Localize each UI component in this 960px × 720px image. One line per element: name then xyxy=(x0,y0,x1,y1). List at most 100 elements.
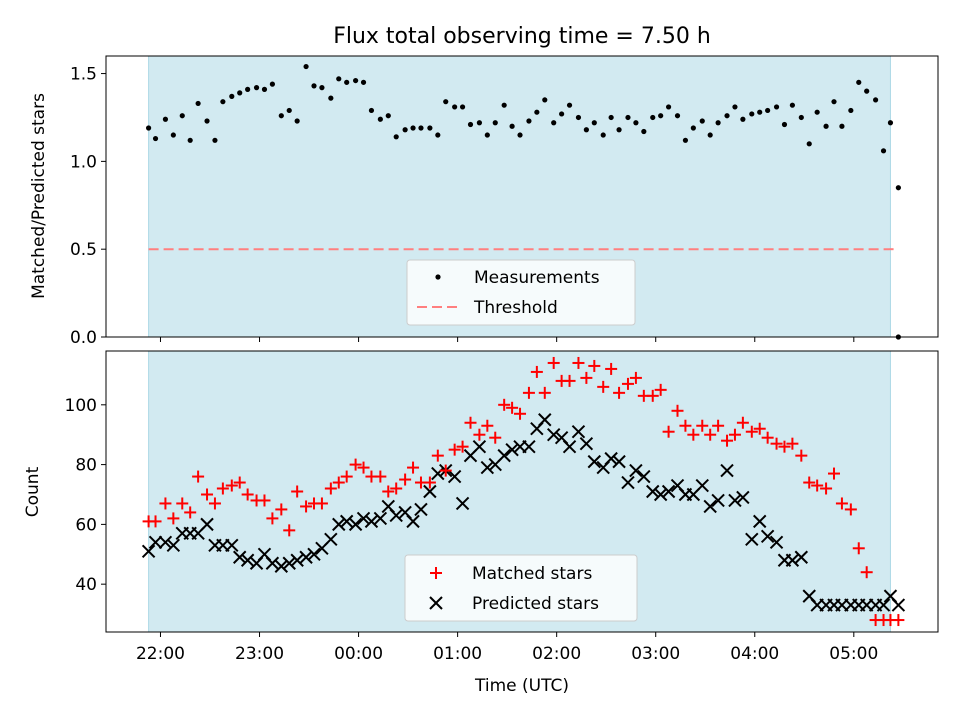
predicted-star-point xyxy=(562,439,577,454)
measurement-point xyxy=(368,107,375,114)
matched-star-point xyxy=(201,488,214,501)
measurement-point xyxy=(360,79,367,85)
predicted-star-point xyxy=(695,478,709,493)
matched-star-point xyxy=(687,428,700,441)
measurement-point xyxy=(806,141,812,147)
matched-star-point xyxy=(835,497,848,510)
measurement-point xyxy=(559,111,565,117)
matched-star-point xyxy=(712,419,725,432)
matched-star-point xyxy=(498,398,511,411)
matched-star-point xyxy=(315,497,328,510)
predicted-star-point xyxy=(571,425,586,439)
matched-star-point xyxy=(597,380,610,393)
top-y-tick-label: 1.0 xyxy=(70,152,97,172)
legend-measurements-label: Measurements xyxy=(474,268,600,288)
matched-star-point xyxy=(176,497,189,510)
top-y-label: Matched/Predicted stars xyxy=(29,93,49,299)
predicted-star-point xyxy=(769,535,784,550)
predicted-star-point xyxy=(148,535,163,550)
measurement-point xyxy=(534,109,540,115)
bottom-x-axis: 22:00 23:00 00:00 01:00 02:00 03:00 04:00 05:00 xyxy=(136,632,878,664)
predicted-star-point xyxy=(612,454,626,469)
matched-star-point xyxy=(349,458,362,471)
matched-star-point xyxy=(266,512,279,525)
measurement-point xyxy=(162,116,169,122)
predicted-star-point xyxy=(629,463,643,478)
matched-star-point xyxy=(563,374,576,387)
matched-star-point xyxy=(324,482,337,495)
measurement-point xyxy=(895,185,901,191)
matched-star-point xyxy=(892,614,905,627)
predicted-star-point xyxy=(472,439,487,454)
predicted-star-point xyxy=(414,502,428,517)
bottom-y-tick-label: 80 xyxy=(75,456,97,476)
matched-star-point xyxy=(374,470,387,483)
measurement-point xyxy=(303,63,309,70)
measurement-point xyxy=(435,132,441,138)
predicted-star-point xyxy=(274,559,289,573)
predicted-star-point xyxy=(158,535,173,550)
matched-star-point xyxy=(844,503,857,516)
matched-star-point xyxy=(646,389,659,402)
measurement-point xyxy=(690,125,696,131)
predicted-star-point xyxy=(653,487,668,502)
measurement-point xyxy=(641,128,647,135)
matched-star-point xyxy=(390,482,403,495)
measurement-point xyxy=(195,100,201,107)
measurement-point xyxy=(765,107,771,114)
measurement-point xyxy=(410,125,416,131)
measurement-point xyxy=(749,111,755,117)
matched-star-point xyxy=(745,425,758,438)
predicted-star-point xyxy=(364,514,379,529)
measurement-point xyxy=(377,116,383,122)
predicted-star-point xyxy=(505,442,519,457)
measurement-point xyxy=(517,132,523,138)
matched-star-point xyxy=(473,428,486,441)
matched-star-point xyxy=(522,386,535,399)
measurement-point xyxy=(459,104,466,110)
measurement-point xyxy=(170,132,176,138)
matched-star-point xyxy=(159,497,172,510)
matched-star-point xyxy=(149,515,162,528)
measurement-point xyxy=(757,109,763,115)
measurement-point xyxy=(179,113,185,119)
measurement-point xyxy=(732,104,738,110)
predicted-star-point xyxy=(579,436,594,451)
predicted-star-point xyxy=(166,538,181,553)
bottom-y-label: Count xyxy=(23,466,43,517)
predicted-star-point xyxy=(711,493,725,508)
predicted-star-point xyxy=(356,511,371,526)
measurement-point xyxy=(427,125,433,131)
measurement-point xyxy=(492,120,498,126)
bottom-legend-box xyxy=(404,554,638,622)
measurement-point xyxy=(781,121,788,128)
matched-star-point xyxy=(860,566,873,579)
matched-star-point xyxy=(761,431,774,444)
bottom-y-tick-label: 100 xyxy=(65,396,97,416)
predicted-star-point xyxy=(745,532,759,547)
bottom-x-tick-label: 00:00 xyxy=(334,644,383,664)
measurement-point xyxy=(526,118,532,124)
measurement-point xyxy=(699,118,705,124)
measurement-point xyxy=(831,99,837,105)
measurement-point xyxy=(542,97,548,103)
measurement-point xyxy=(501,102,507,108)
matched-star-point xyxy=(704,428,717,441)
matched-star-point xyxy=(275,503,288,516)
predicted-star-point xyxy=(720,463,734,478)
measurement-point xyxy=(385,113,391,119)
measurement-point xyxy=(509,123,515,129)
matched-star-point xyxy=(795,449,808,462)
predicted-star-point xyxy=(299,550,313,564)
measurement-point xyxy=(633,120,639,126)
measurement-point xyxy=(245,86,251,92)
measurement-point xyxy=(682,137,689,143)
matched-stars-points xyxy=(142,356,905,627)
predicted-star-point xyxy=(703,499,717,514)
measurement-point xyxy=(353,77,359,84)
bottom-x-tick-label: 05:00 xyxy=(829,644,878,664)
matched-star-point xyxy=(216,482,229,495)
matched-star-point xyxy=(332,476,345,489)
matched-star-point xyxy=(613,386,626,399)
predicted-star-point xyxy=(661,484,676,499)
